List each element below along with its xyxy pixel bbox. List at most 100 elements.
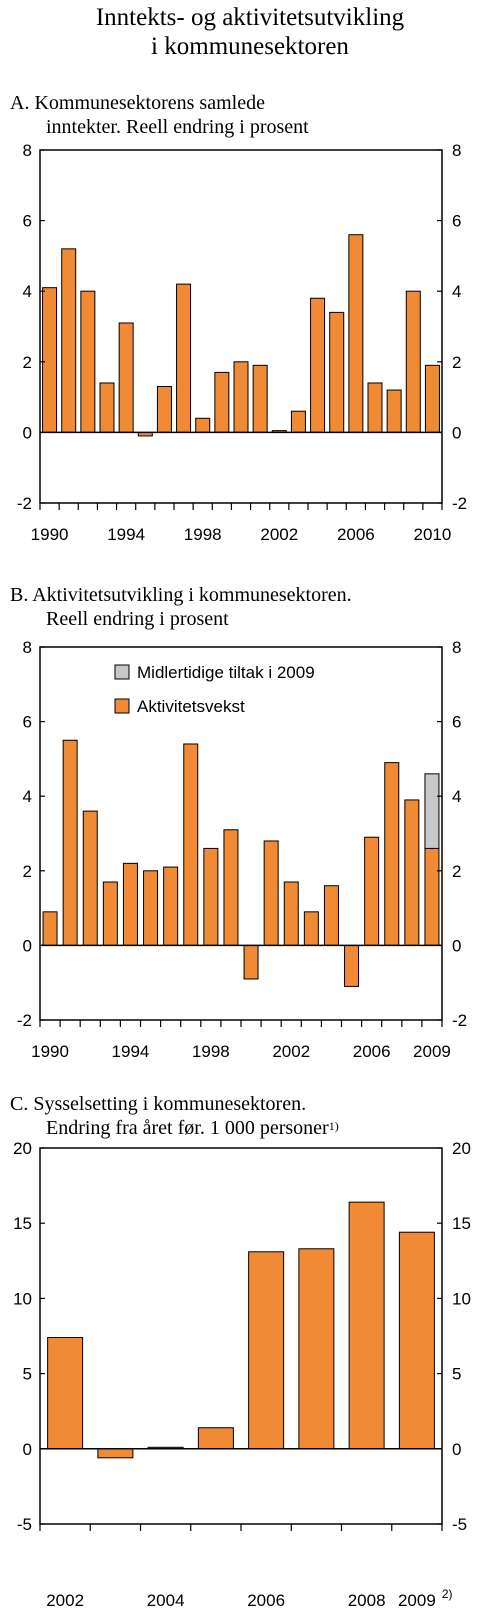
panel-c-xtick-label-2008: 2008 [348,1591,386,1610]
panel-b-title-line2: Reell endring i prosent [46,608,229,630]
panel-b-ytick-label-right: 0 [452,936,461,955]
panel-c-bar-2003 [97,1448,134,1459]
panel-b-bar-2005 [344,944,360,987]
panel-c-ytick-label-right: 20 [452,1140,471,1158]
panel-c-ytick-label-right: -5 [452,1515,467,1534]
panel-b-xtick-label-2002: 2002 [272,1042,310,1061]
panel-a-bar-1998 [195,417,211,433]
panel-a-ytick-label-left: -2 [17,494,32,513]
panel-c-title-line2-text: Endring fra året før. 1 000 personer [46,1117,329,1139]
panel-b-chart: -2 -2 0 0 2 2 4 4 6 6 8 8 1990 1994 1998 2002 2006 2009 Mi… [17,638,467,1061]
panel-a-ytick-label-left: 8 [23,141,32,160]
panel-b-xtick-label-1990: 1990 [31,1042,69,1061]
figure-title-line2: i kommunesektoren [151,33,349,60]
panel-c-xtick-label-2004: 2004 [147,1591,185,1610]
panel-c-ytick-label-right: 10 [452,1289,471,1308]
panel-b-bar-1990 [42,911,58,946]
panel-a-bar-2010 [424,364,440,433]
panel-b-bar-2003 [303,911,319,946]
panel-a-bar-1990 [42,287,58,433]
panel-b-legend-label-1: Aktivitetsvekst [137,697,245,716]
panel-b-bar-2009 [424,847,440,946]
panel-a-ytick-label-left: 4 [23,282,32,301]
panel-a-xtick-label-2002: 2002 [260,525,298,544]
panel-b-ytick-label-left: 6 [23,713,32,732]
panel-a-bar-1993 [99,382,115,433]
panel-c-ytick-label-right: 15 [452,1214,471,1233]
panel-a-xtick-label-1990: 1990 [31,525,69,544]
panel-c-ytick-label-left: 0 [23,1440,32,1459]
panel-a-bar-2000 [233,361,249,433]
panel-b-ytick-label-left: 0 [23,936,32,955]
panel-b-ytick-label-right: 8 [452,638,461,657]
panel-b-xtick-label-1994: 1994 [112,1042,150,1061]
figure-title-line1: Inntekts- og aktivitetsutvikling [95,4,405,31]
panel-b-title-line1: B. Aktivitetsutvikling i kommunesektoren… [10,584,352,606]
panel-b-bar-1998 [203,847,219,946]
panel-b-bar-2001 [263,840,279,946]
panel-b-bar-2002 [283,881,299,946]
panel-b-bar-1997 [183,743,199,946]
panel-c-xtick-footnote: 2) [442,1587,453,1601]
panel-b-ytick-label-right: 6 [452,713,461,732]
panel-a-bar-2001 [252,364,268,433]
panel-c-xtick-label-2009: 2009 [398,1591,436,1610]
panel-a-bar-2004 [310,297,326,433]
panel-c-ytick-label-left: 10 [13,1289,32,1308]
panel-b-bar-2000 [243,944,259,980]
panel-a-ytick-label-right: 4 [452,282,461,301]
panel-b-bar-1995 [143,870,159,946]
panel-a-xtick-label-1994: 1994 [107,525,145,544]
panel-c-chart: -5 -5 0 0 5 5 10 10 15 15 20 20 2002 2004 2006 2008 2009… [13,1140,471,1610]
panel-b-ytick-label-left: 2 [23,862,32,881]
panel-b-xtick-label-2006: 2006 [353,1042,391,1061]
panel-b-title: B. Aktivitetsutvikling i kommunesektoren… [10,583,490,631]
panel-b-bar-2004 [323,885,339,946]
panel-a-bar-1994 [118,322,134,433]
panel-b-bar-2008 [404,799,420,946]
panel-a-ytick-label-left: 6 [23,212,32,231]
panel-c-bar-2006 [248,1251,285,1450]
panel-a-ytick-label-right: 0 [452,423,461,442]
panel-b-ytick-label-left: -2 [17,1011,32,1030]
panel-a-xtick-label-1998: 1998 [184,525,222,544]
panel-c-title-footnote: 1) [328,1119,339,1133]
panel-a-bar-2009 [405,290,421,433]
panel-c-ytick-label-left: -5 [17,1515,32,1534]
panel-b-bar-2006 [364,836,380,946]
panel-b-legend-swatch-0 [114,664,130,680]
panel-a-bar-2005 [329,311,345,433]
panel-c-title-line2: Endring fra året før. 1 000 personer1) [10,1116,490,1140]
panel-b-bar-2007 [384,762,400,946]
panel-a-bar-1997 [176,283,192,433]
panel-c-bar-2002 [47,1337,84,1450]
panel-b-bar-1996 [163,866,179,946]
panel-a-ytick-label-right: 2 [452,353,461,372]
panel-c-ytick-label-left: 20 [13,1140,32,1158]
panel-b-xtick-label-1998: 1998 [192,1042,230,1061]
panel-c-title-line1: C. Sysselsetting i kommunesektoren. [10,1093,307,1115]
panel-b-legend-swatch-1 [114,698,130,714]
panel-b-bar-temp-2009 [424,773,440,849]
panel-b-bar-1991 [62,739,78,946]
panel-c-bar-2005 [197,1427,234,1450]
panel-b-bar-1999 [223,829,239,946]
panel-c-bar-2008 [348,1201,385,1450]
panel-a-chart: -2 -2 0 0 2 2 4 4 6 6 8 8 1990 1994 1998 2002 2006 2010 [17,141,467,544]
panel-a-ytick-label-right: 8 [452,141,461,160]
panel-a-xtick-label-2006: 2006 [337,525,375,544]
panel-c-ytick-label-right: 5 [452,1365,461,1384]
panel-c-ytick-label-left: 15 [13,1214,32,1233]
panel-b-bar-1993 [102,881,118,946]
panel-a-title-line2: inntekter. Reell endring i prosent [46,116,309,138]
panel-b-legend-label-0: Midlertidige tiltak i 2009 [137,663,315,682]
panel-a-ytick-label-left: 2 [23,353,32,372]
panel-a-title-line1: A. Kommunesektorens samlede [10,92,265,114]
panel-a-xtick-label-2010: 2010 [414,525,452,544]
panel-a-bar-2006 [348,234,364,433]
panel-a-ytick-label-left: 0 [23,423,32,442]
panel-c-xtick-label-2006: 2006 [247,1591,285,1610]
panel-a-bar-1999 [214,371,230,433]
panel-a-bar-1991 [61,248,77,433]
panel-a-title: A. Kommunesektorens samlede inntekter. R… [10,91,490,139]
